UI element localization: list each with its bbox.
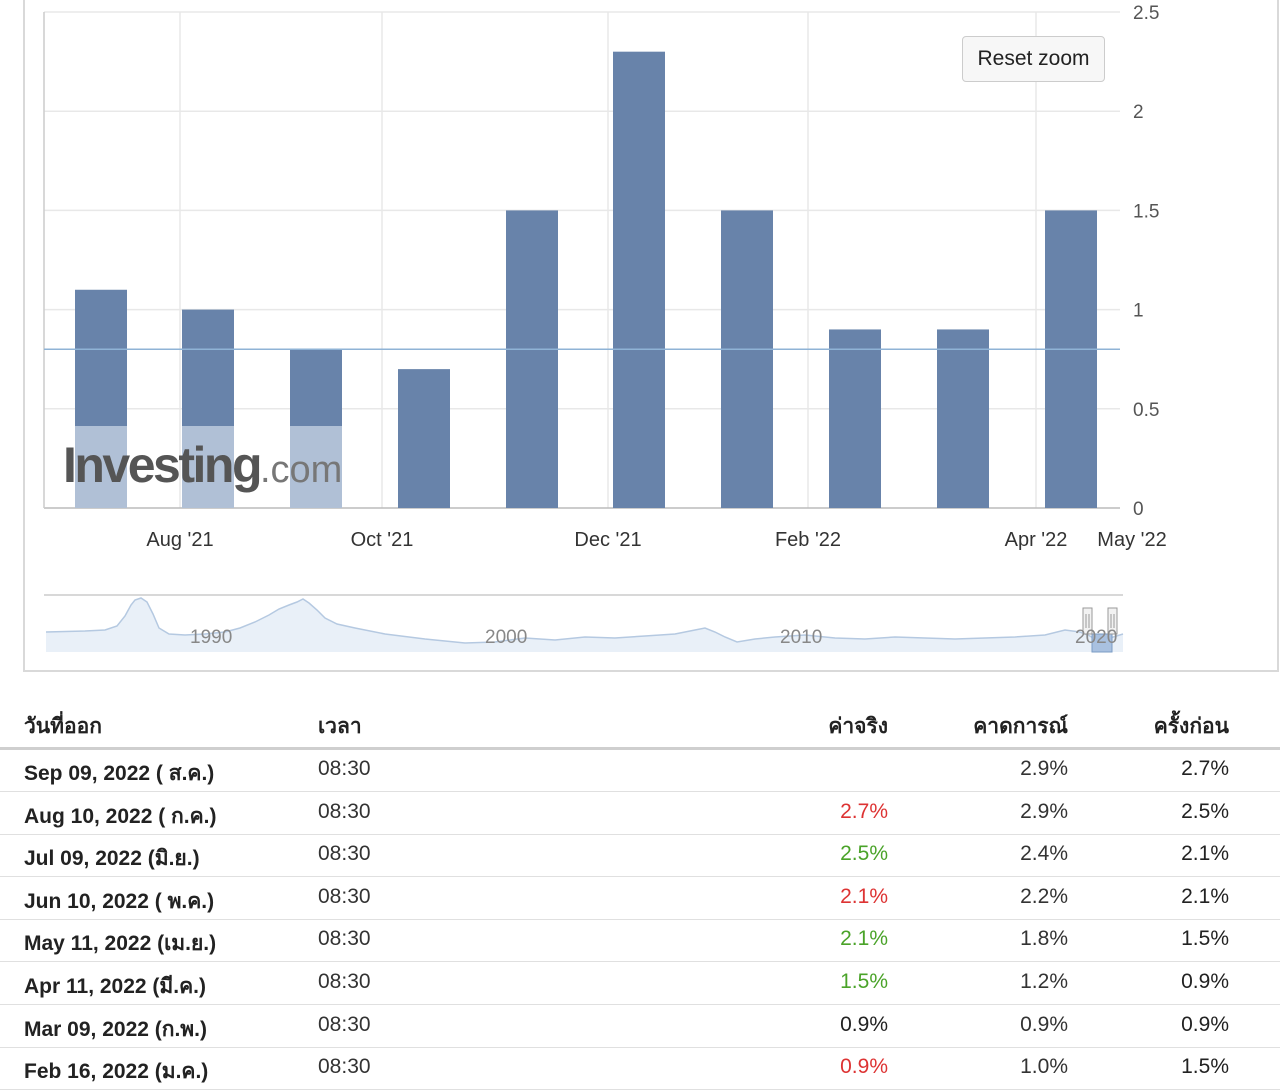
x-tick-label: May '22	[1097, 529, 1166, 551]
row-forecast-value: 2.9%	[1020, 799, 1068, 823]
x-tick-label: Aug '21	[146, 529, 213, 551]
row-actual-value: 2.5%	[840, 842, 888, 866]
row-previous-value: 1.5%	[1181, 927, 1229, 951]
navigator-series-line	[45, 597, 1124, 644]
y-tick-label: 1.5	[1133, 201, 1159, 222]
row-previous-value: 2.7%	[1181, 757, 1229, 780]
row-time: 08:30	[318, 799, 371, 823]
y-tick-label: 2.5	[1133, 3, 1159, 24]
row-forecast-value: 0.9%	[1020, 1012, 1068, 1036]
row-time: 08:30	[318, 970, 371, 993]
x-tick-label: Dec '21	[574, 529, 641, 551]
header-release-date[interactable]: วันที่ออก	[24, 715, 102, 738]
row-release-date: Jul 09, 2022 (มิ.ย.)	[24, 847, 200, 871]
chart-navigator[interactable]: 1990 2000 2010 2020	[44, 594, 1124, 653]
y-tick-label: 0.5	[1133, 400, 1159, 421]
row-previous-value: 0.9%	[1181, 1012, 1229, 1036]
bar-3-watermark-overlay	[290, 426, 342, 508]
table-row: Mar 09, 2022 (ก.พ.) 08:30 0.9% 0.9% 0.9%	[0, 1005, 1280, 1048]
y-tick-label: 0	[1133, 499, 1144, 520]
row-release-date: Jun 10, 2022 ( พ.ค.)	[24, 889, 215, 913]
x-tick-label: Oct '21	[351, 529, 414, 551]
navigator-selected-range	[1091, 633, 1113, 653]
header-previous[interactable]: ครั้งก่อน	[1153, 715, 1229, 738]
navigator-tick-label: 2020	[1075, 627, 1117, 648]
navigator-ticks: 1990 2000 2010 2020	[190, 627, 1117, 648]
row-previous-value: 2.1%	[1181, 842, 1229, 866]
navigator-series-area	[46, 598, 1123, 652]
header-time[interactable]: เวลา	[318, 715, 362, 738]
y-tick-label: 1	[1133, 301, 1144, 322]
bar-4	[398, 369, 450, 508]
table-row: May 11, 2022 (เม.ย.) 08:30 2.1% 1.8% 1.5%	[0, 919, 1280, 963]
row-release-date: Sep 09, 2022 ( ส.ค.)	[24, 762, 215, 785]
navigator-tick-label: 2000	[485, 627, 527, 648]
row-previous-value: 1.5%	[1181, 1055, 1229, 1079]
row-actual-value: 2.1%	[840, 884, 888, 908]
y-tick-label: 2	[1133, 102, 1144, 123]
y-axis-ticks: 0 0.5 1 1.5 2 2.5	[1133, 3, 1159, 520]
row-actual-value: 2.7%	[840, 799, 888, 823]
row-actual-value: 0.9%	[840, 1055, 888, 1079]
row-forecast-value: 2.4%	[1020, 842, 1068, 866]
chart-panel: 0 0.5 1 1.5 2 2.5 Aug '21 Oct '21 Dec '21 Feb '2…	[23, 0, 1279, 672]
bar-2-watermark-overlay	[182, 426, 234, 508]
bar-6	[613, 51, 665, 509]
table-row: Jul 09, 2022 (มิ.ย.) 08:30 2.5% 2.4% 2.1%	[0, 834, 1280, 878]
bar-10	[1045, 210, 1097, 508]
row-time: 08:30	[318, 884, 371, 908]
row-release-date: May 11, 2022 (เม.ย.)	[24, 932, 217, 956]
row-time: 08:30	[318, 1055, 371, 1079]
row-actual-value: 1.5%	[840, 970, 888, 993]
x-axis-ticks: Aug '21 Oct '21 Dec '21 Feb '22 Apr '22 May '…	[146, 529, 1166, 551]
row-previous-value: 2.5%	[1181, 799, 1229, 823]
table-row: Aug 10, 2022 ( ก.ค.) 08:30 2.7% 2.9% 2.5%	[0, 792, 1280, 835]
row-release-date: Aug 10, 2022 ( ก.ค.)	[24, 804, 217, 828]
row-release-date: Feb 16, 2022 (ม.ค.)	[24, 1060, 209, 1084]
table-row: Sep 09, 2022 ( ส.ค.) 08:30 2.9% 2.7%	[0, 749, 1280, 792]
row-time: 08:30	[318, 927, 371, 951]
bar-7	[721, 210, 773, 508]
row-release-date: Mar 09, 2022 (ก.พ.)	[24, 1017, 207, 1041]
row-forecast-value: 1.8%	[1020, 927, 1068, 951]
bar-9	[937, 329, 989, 508]
row-forecast-value: 2.2%	[1020, 884, 1068, 908]
bar-5	[506, 210, 558, 508]
navigator-handle-right[interactable]	[1107, 607, 1118, 635]
table-row: Jun 10, 2022 ( พ.ค.) 08:30 2.1% 2.2% 2.1%	[0, 877, 1280, 920]
row-forecast-value: 2.9%	[1020, 757, 1068, 780]
bars	[75, 51, 1097, 509]
row-previous-value: 2.1%	[1181, 884, 1229, 908]
row-time: 08:30	[318, 1012, 371, 1036]
row-forecast-value: 1.2%	[1020, 970, 1068, 993]
navigator-handle-left[interactable]	[1082, 607, 1093, 635]
navigator-tick-label: 2010	[780, 627, 822, 648]
row-forecast-value: 1.0%	[1020, 1055, 1068, 1079]
table-row: Apr 11, 2022 (มี.ค.) 08:30 1.5% 1.2% 0.9%	[0, 962, 1280, 1005]
row-time: 08:30	[318, 757, 371, 780]
table-header: วันที่ออก เวลา ค่าจริง คาดการณ์ ครั้งก่อ…	[0, 700, 1280, 750]
header-actual[interactable]: ค่าจริง	[828, 715, 888, 738]
bar-1-watermark-overlay	[75, 426, 127, 508]
bar-chart[interactable]: 0 0.5 1 1.5 2 2.5 Aug '21 Oct '21 Dec '21 Feb '2…	[25, 0, 1280, 672]
header-forecast[interactable]: คาดการณ์	[973, 715, 1068, 738]
bar-8	[829, 329, 881, 508]
navigator-tick-label: 1990	[190, 627, 232, 648]
row-actual-value: 2.1%	[840, 927, 888, 951]
x-tick-label: Feb '22	[775, 529, 841, 551]
row-release-date: Apr 11, 2022 (มี.ค.)	[24, 975, 206, 998]
row-previous-value: 0.9%	[1181, 970, 1229, 993]
reset-zoom-button[interactable]: Reset zoom	[962, 36, 1105, 82]
row-time: 08:30	[318, 842, 371, 866]
x-tick-label: Apr '22	[1005, 529, 1068, 551]
row-actual-value: 0.9%	[840, 1012, 888, 1036]
